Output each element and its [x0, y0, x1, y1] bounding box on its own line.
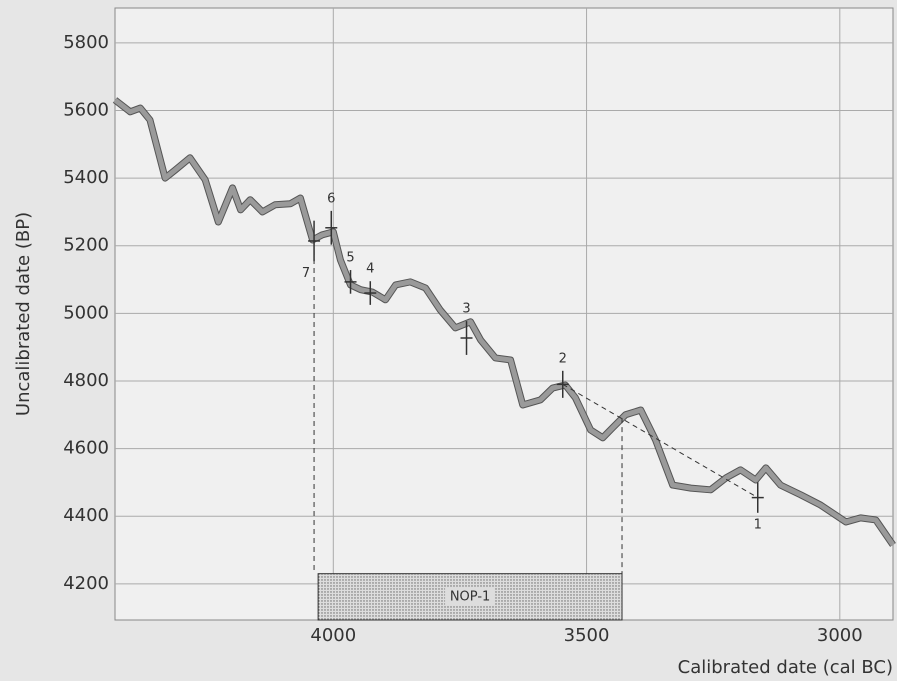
x-axis-title: Calibrated date (cal BC) — [678, 657, 893, 678]
y-tick-label: 5600 — [63, 99, 109, 120]
x-tick-label: 3000 — [817, 625, 863, 646]
y-tick-label: 5000 — [63, 302, 109, 323]
y-axis-title: Uncalibrated date (BP) — [13, 212, 34, 416]
sample-label: 2 — [559, 351, 567, 366]
y-tick-label: 4400 — [63, 505, 109, 526]
x-tick-label: 3500 — [564, 625, 610, 646]
sample-label: 3 — [462, 302, 470, 317]
sample-label: 4 — [366, 262, 374, 277]
y-tick-label: 5200 — [63, 235, 109, 256]
calibration-curve — [113, 97, 896, 547]
sample-label: 1 — [754, 517, 762, 532]
range-label-bg — [445, 587, 496, 606]
guide-line — [562, 383, 759, 499]
range-label: NOP-1 — [450, 589, 490, 604]
y-tick-label: 5400 — [63, 167, 109, 188]
y-tick-label: 4600 — [63, 438, 109, 459]
plot-area — [114, 7, 894, 621]
sample-label: 5 — [346, 251, 354, 266]
y-tick-label: 4800 — [63, 370, 109, 391]
y-tick-label: 5800 — [63, 32, 109, 53]
x-tick-label: 4000 — [310, 625, 356, 646]
y-tick-label: 4200 — [63, 573, 109, 594]
sample-label: 7 — [302, 266, 310, 281]
sample-label: 6 — [327, 191, 335, 206]
